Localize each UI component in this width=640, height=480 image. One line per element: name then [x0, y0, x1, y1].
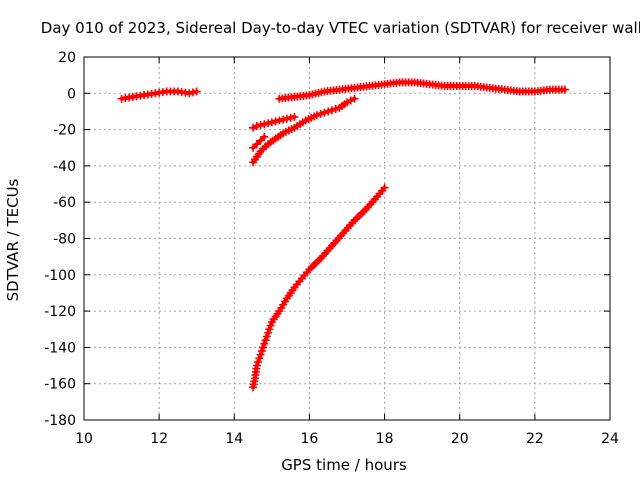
series-4: [249, 132, 269, 152]
series-trace: [251, 185, 387, 390]
series-trace: [251, 134, 267, 150]
y-tick-label: -80: [53, 232, 76, 248]
data-point-sample: [259, 343, 268, 352]
data-point-sample: [346, 96, 355, 105]
axes: 10 12 14 16 18 20 22 24 20 0 -20 -40 -60 -80 -100 -120 -…: [44, 50, 619, 447]
data-point: [290, 112, 299, 121]
data-point: [249, 143, 258, 152]
data-point: [252, 140, 261, 149]
y-tick-label: -120: [44, 304, 76, 320]
data-point-sample: [261, 336, 270, 345]
x-tick-label: 14: [225, 431, 243, 447]
y-tick-label: -20: [53, 123, 76, 139]
data-point-sample: [271, 117, 280, 126]
y-tick-label: -40: [53, 159, 76, 175]
x-tick-label: 22: [526, 431, 544, 447]
data-point: [256, 350, 265, 359]
data-point: [267, 118, 276, 127]
data-point: [282, 114, 291, 123]
data-point: [350, 94, 359, 103]
data-point: [252, 361, 261, 370]
data-point: [312, 111, 321, 120]
series-2: [275, 78, 569, 103]
data-point: [256, 136, 265, 145]
series-1: [117, 87, 201, 103]
data-point-sample: [264, 119, 273, 128]
data-point-sample: [257, 347, 266, 356]
data-point: [249, 123, 258, 132]
x-tick-label: 18: [376, 431, 394, 447]
data-point-sample: [331, 105, 340, 114]
data-point: [260, 132, 269, 141]
series-5: [249, 94, 359, 167]
data-point-sample: [316, 109, 325, 118]
y-tick-label: -160: [44, 377, 76, 393]
data-points: [117, 78, 569, 392]
data-point-sample: [255, 354, 264, 363]
data-point-sample: [286, 113, 295, 122]
plot-frame: [83, 56, 611, 421]
data-point: [192, 87, 201, 96]
series-3: [249, 112, 299, 132]
data-point-sample: [254, 357, 263, 366]
data-point: [275, 116, 284, 125]
y-tick-label: -140: [44, 340, 76, 356]
x-axis-label: GPS time / hours: [281, 456, 407, 474]
y-tick-label: -60: [53, 195, 76, 211]
data-point-sample: [262, 332, 271, 341]
data-point: [343, 98, 351, 107]
data-point: [380, 183, 389, 192]
chart-title: Day 010 of 2023, Sidereal Day-to-day VTE…: [41, 19, 640, 37]
x-tick-label: 20: [451, 431, 469, 447]
y-tick-label: 20: [58, 50, 76, 66]
data-point: [264, 328, 273, 337]
data-point: [560, 85, 569, 94]
data-point: [324, 107, 333, 116]
data-point-sample: [265, 325, 274, 334]
grid: [84, 57, 610, 420]
x-tick-label: 16: [301, 431, 319, 447]
data-point-sample: [256, 121, 265, 130]
y-tick-label: 0: [67, 86, 76, 102]
x-tick-label: 10: [75, 431, 93, 447]
x-tick-label: 24: [601, 431, 619, 447]
y-axis-label: SDTVAR / TECUs: [4, 178, 22, 301]
x-tick-label: 12: [150, 431, 168, 447]
data-point: [185, 89, 194, 98]
data-point-sample: [320, 108, 329, 117]
data-point-sample: [279, 115, 288, 124]
data-point: [260, 339, 269, 348]
data-point-sample: [188, 88, 197, 97]
data-point: [260, 120, 269, 129]
y-tick-label: -100: [44, 268, 76, 284]
data-point: [252, 121, 261, 130]
y-tick-label: -180: [44, 413, 76, 429]
data-point-sample: [327, 106, 336, 115]
series-6: [249, 183, 389, 392]
data-point-sample: [266, 321, 275, 330]
